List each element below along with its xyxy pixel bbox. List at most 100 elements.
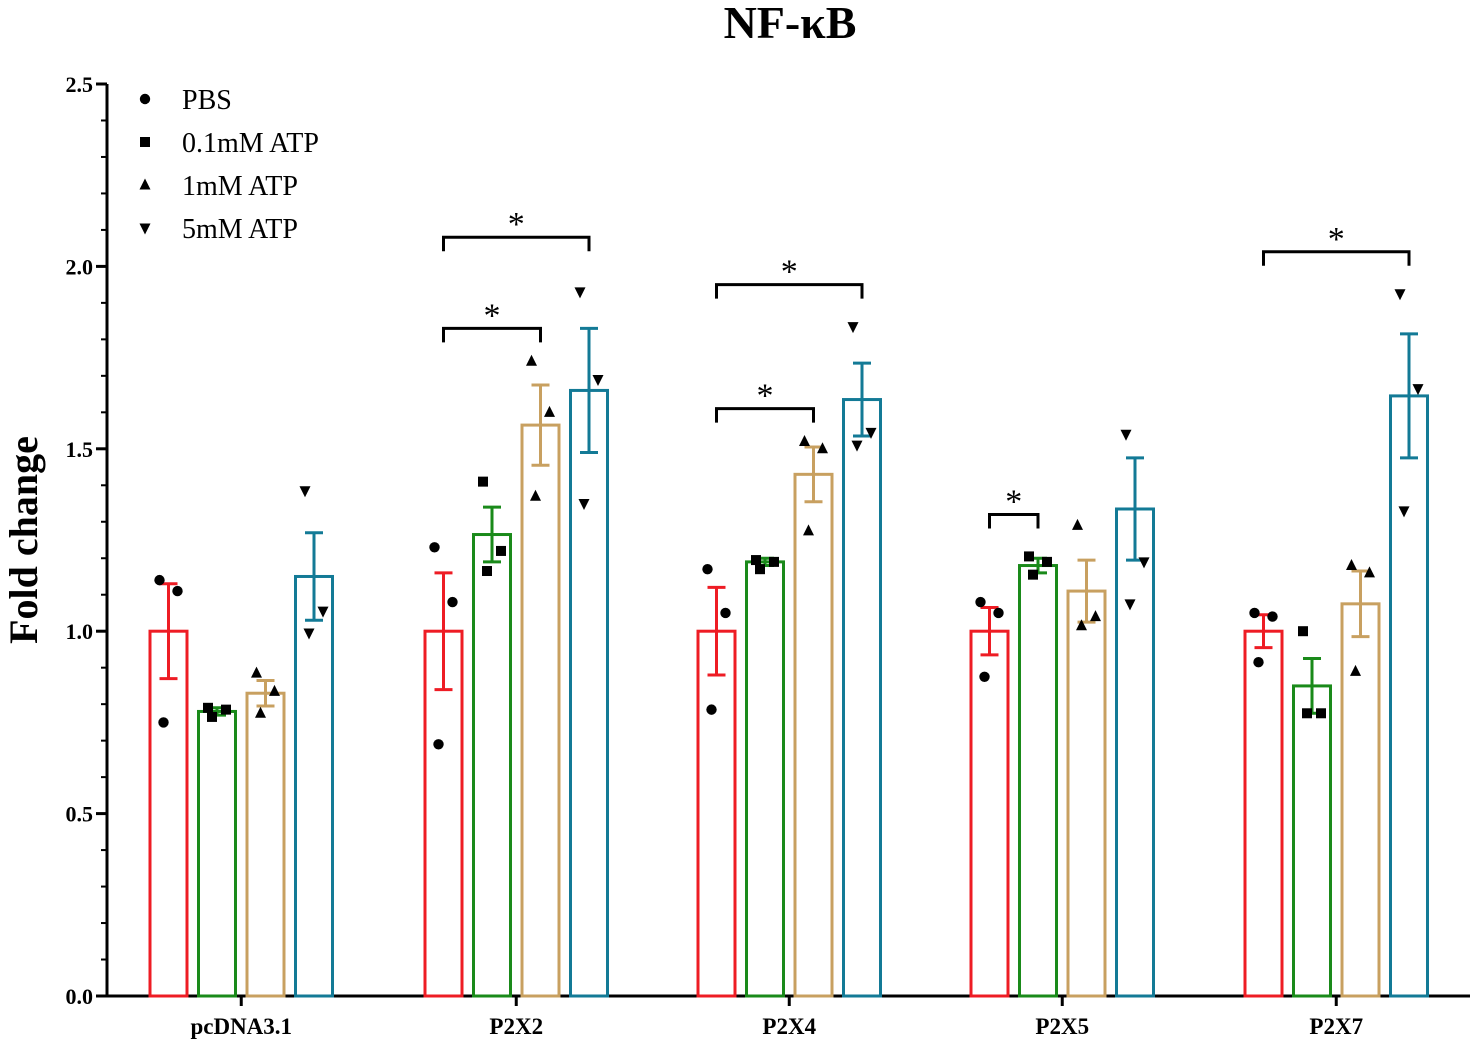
data-point bbox=[203, 702, 213, 713]
bar bbox=[569, 388, 609, 998]
data-point bbox=[1412, 384, 1424, 396]
data-point bbox=[1024, 551, 1034, 562]
bar bbox=[696, 629, 737, 998]
bar bbox=[472, 533, 512, 998]
data-point bbox=[769, 556, 779, 567]
data-point bbox=[803, 524, 814, 536]
x-tick-label: P2X4 bbox=[762, 1014, 816, 1039]
significance-label: * bbox=[1328, 221, 1345, 258]
data-point bbox=[1253, 657, 1264, 668]
legend-label: 1mM ATP bbox=[182, 171, 298, 202]
axes-layer: 0.0 0.5 1.0 1.5 2.0 2.5 pcDNA3.1 P2X2 P2X4 P2X5 P2… bbox=[66, 72, 1470, 1039]
data-point bbox=[1120, 429, 1132, 441]
legend: PBS 0.1mM ATP 1mM ATP 5mM ATP bbox=[139, 85, 319, 245]
bar bbox=[1066, 589, 1107, 998]
data-point bbox=[751, 555, 761, 566]
bar bbox=[1243, 629, 1284, 998]
data-point bbox=[317, 606, 329, 618]
data-point bbox=[720, 607, 731, 619]
bar bbox=[1340, 602, 1381, 998]
data-point bbox=[530, 489, 541, 501]
data-point bbox=[1090, 610, 1101, 622]
data-point bbox=[1302, 708, 1312, 719]
significance-bracket bbox=[715, 407, 815, 423]
data-point bbox=[1298, 626, 1308, 637]
bar bbox=[1018, 564, 1058, 998]
significance-label: * bbox=[508, 206, 525, 243]
data-point bbox=[1394, 289, 1406, 301]
legend-label: PBS bbox=[182, 85, 232, 116]
y-tick-label: 1.5 bbox=[66, 437, 94, 462]
data-point bbox=[1138, 557, 1150, 569]
bar bbox=[969, 629, 1010, 998]
data-point bbox=[433, 739, 444, 750]
data-point bbox=[172, 585, 183, 597]
y-axis-label: Fold change bbox=[1, 436, 46, 644]
data-point bbox=[1398, 506, 1410, 518]
legend-marker bbox=[139, 223, 151, 235]
data-point bbox=[1249, 607, 1260, 619]
bar bbox=[1115, 507, 1155, 998]
data-point bbox=[299, 486, 311, 498]
data-point bbox=[755, 564, 765, 575]
data-point bbox=[979, 671, 990, 682]
data-point bbox=[851, 440, 863, 452]
y-tick-label: 0.5 bbox=[66, 802, 94, 827]
bar bbox=[1292, 684, 1332, 998]
legend-label: 0.1mM ATP bbox=[182, 128, 319, 159]
data-point bbox=[207, 711, 217, 722]
bar bbox=[245, 691, 286, 998]
data-point bbox=[496, 545, 506, 556]
data-point bbox=[847, 322, 859, 334]
data-point bbox=[702, 563, 713, 575]
bar bbox=[520, 423, 561, 998]
significance-label: * bbox=[1005, 483, 1022, 520]
data-point bbox=[154, 574, 165, 586]
bar bbox=[745, 560, 785, 998]
x-tick-label: P2X7 bbox=[1309, 1014, 1363, 1039]
bar bbox=[1389, 394, 1429, 998]
data-point bbox=[158, 717, 169, 728]
y-tick-label: 2.0 bbox=[66, 254, 94, 279]
data-point bbox=[1124, 599, 1136, 611]
bar bbox=[148, 629, 189, 998]
legend-label: 5mM ATP bbox=[182, 214, 298, 245]
data-point bbox=[482, 566, 492, 577]
bar bbox=[793, 472, 834, 998]
x-tick-label: P2X5 bbox=[1035, 1014, 1089, 1039]
legend-marker bbox=[139, 93, 151, 105]
x-tick-label: pcDNA3.1 bbox=[190, 1014, 292, 1039]
data-point bbox=[255, 706, 266, 718]
y-tick-label: 1.0 bbox=[66, 619, 94, 644]
legend-marker bbox=[140, 137, 150, 147]
significance-bracket bbox=[715, 283, 864, 299]
data-point bbox=[817, 442, 828, 454]
data-point bbox=[1028, 569, 1038, 580]
y-tick-label: 2.5 bbox=[66, 72, 94, 97]
data-point bbox=[544, 405, 555, 417]
data-point bbox=[975, 596, 986, 608]
data-point bbox=[592, 374, 604, 386]
significance-label: * bbox=[484, 297, 501, 334]
chart-title: NF-κB bbox=[724, 0, 857, 48]
legend-marker bbox=[139, 178, 151, 190]
data-point bbox=[526, 354, 537, 366]
data-point bbox=[429, 542, 440, 553]
significance-bracket bbox=[442, 326, 542, 343]
bar bbox=[197, 709, 237, 998]
data-point bbox=[1316, 708, 1326, 719]
significance-bracket bbox=[988, 512, 1040, 529]
data-point bbox=[1364, 566, 1375, 578]
significance-bracket bbox=[442, 235, 591, 252]
significance-label: * bbox=[757, 378, 774, 415]
data-point bbox=[221, 704, 231, 715]
data-point bbox=[993, 607, 1004, 619]
data-point bbox=[1042, 556, 1052, 567]
significance-bracket bbox=[1262, 250, 1411, 266]
data-point bbox=[865, 427, 877, 439]
bar bbox=[842, 398, 882, 998]
bar bbox=[294, 574, 334, 998]
data-point bbox=[303, 628, 315, 640]
